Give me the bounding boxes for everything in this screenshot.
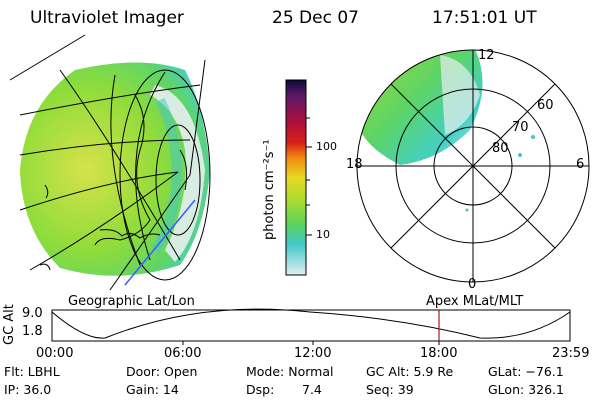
- alt-xtick-0600: 06:00: [164, 346, 202, 361]
- alt-ytick-9: 9.0: [22, 306, 43, 321]
- mlt-label-18: 18: [346, 157, 363, 172]
- alt-xtick-0000: 00:00: [36, 346, 74, 361]
- gc-alt-info: GC Alt: 5.9 Re: [366, 364, 454, 379]
- alt-ytick-1-8: 1.8: [22, 324, 43, 339]
- ip-info: IP: 36.0: [4, 382, 52, 397]
- mlt-label-12: 12: [478, 48, 495, 63]
- colorbar-tick-100: 100: [316, 140, 337, 153]
- magnetic-caption: Apex MLat/MLT: [426, 294, 524, 309]
- alt-ylabel: GC Alt: [2, 304, 17, 345]
- geographic-caption: Geographic Lat/Lon: [68, 294, 195, 309]
- time-label: 17:51:01 UT: [432, 8, 537, 28]
- gain-info: Gain: 14: [126, 382, 179, 397]
- lat-label-70: 70: [512, 120, 529, 135]
- door-info: Door: Open: [126, 364, 198, 379]
- coastlines: [39, 94, 188, 271]
- geographic-image: [9, 34, 211, 291]
- altitude-plot: [51, 308, 571, 345]
- filter-info: Flt: LBHL: [4, 364, 60, 379]
- lat-label-60: 60: [537, 98, 554, 113]
- dsp-label: Dsp:: [246, 382, 275, 397]
- alt-xtick-2359: 23:59: [552, 346, 590, 361]
- colorbar: [285, 79, 312, 276]
- instrument-title: Ultraviolet Imager: [30, 8, 184, 28]
- alt-xtick-1800: 18:00: [420, 346, 458, 361]
- alt-xtick-1200: 12:00: [294, 346, 332, 361]
- seq-info: Seq: 39: [366, 382, 414, 397]
- mlt-label-6: 6: [576, 157, 585, 172]
- mlt-label-0: 0: [468, 277, 477, 292]
- colorbar-unit-label: photon cm⁻²s⁻¹: [262, 139, 277, 240]
- dsp-value: 7.4: [302, 382, 322, 397]
- glon-info: GLon: 326.1: [488, 382, 564, 397]
- magnetic-polar-plot: [356, 49, 590, 283]
- graticule: [9, 34, 211, 291]
- mode-info: Mode: Normal: [246, 364, 334, 379]
- lat-label-80: 80: [492, 141, 509, 156]
- colorbar-tick-10: 10: [316, 228, 330, 241]
- glat-info: GLat: −76.1: [488, 364, 564, 379]
- date-label: 25 Dec 07: [272, 8, 359, 28]
